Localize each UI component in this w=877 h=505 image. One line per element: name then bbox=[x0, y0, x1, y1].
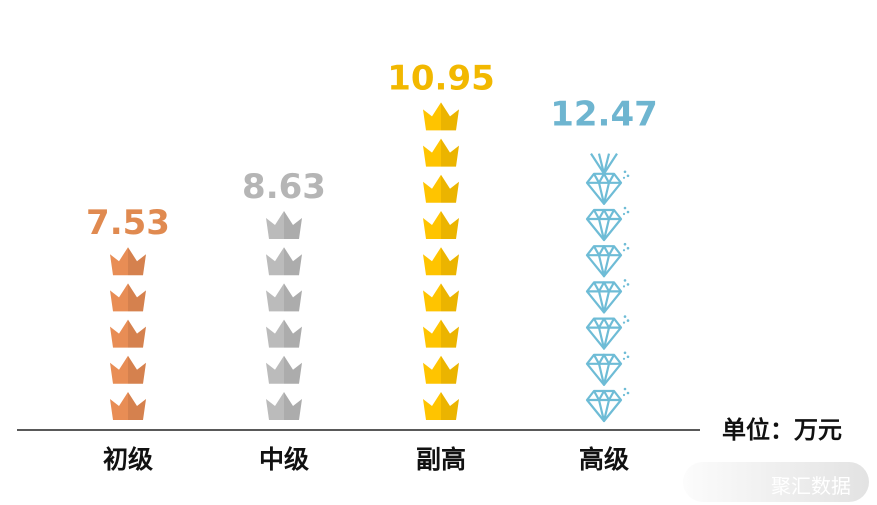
crown-icon-1-5 bbox=[266, 211, 302, 239]
diamond-icon-3-5 bbox=[585, 206, 630, 242]
watermark-text: 聚汇数据 bbox=[771, 474, 851, 498]
crown-icon-2-4 bbox=[423, 247, 459, 276]
crown-icon-2-0 bbox=[423, 392, 459, 420]
value-label-0: 7.53 bbox=[86, 203, 170, 243]
diamond-icon-3-6 bbox=[585, 170, 630, 205]
crown-icon-1-1 bbox=[266, 355, 302, 384]
crown-icon-1-2 bbox=[266, 319, 302, 348]
crown-icon-0-4 bbox=[110, 247, 146, 276]
crown-icon-2-6 bbox=[423, 174, 459, 203]
crown-icon-2-8 bbox=[423, 102, 459, 131]
category-label-1: 中级 bbox=[258, 445, 309, 474]
diamond-icon-3-4 bbox=[585, 242, 630, 278]
category-label-0: 初级 bbox=[102, 445, 153, 474]
diamond-icon-3-3 bbox=[585, 279, 630, 314]
value-label-1: 8.63 bbox=[242, 167, 326, 207]
diamond-icon-3-0 bbox=[585, 387, 630, 423]
crown-icon-0-1 bbox=[110, 355, 146, 384]
crown-icon-1-3 bbox=[266, 283, 302, 312]
category-label-3: 高级 bbox=[578, 445, 629, 474]
crown-icon-0-0 bbox=[110, 392, 146, 420]
crown-icon-0-3 bbox=[110, 283, 146, 312]
value-label-2: 10.95 bbox=[387, 58, 495, 98]
crown-icon-0-2 bbox=[110, 319, 146, 348]
crown-icon-2-7 bbox=[423, 138, 459, 167]
watermark-badge: 聚汇数据 bbox=[683, 462, 869, 502]
value-label-3: 12.47 bbox=[550, 95, 658, 135]
category-label-2: 副高 bbox=[415, 445, 466, 474]
crown-icon-2-2 bbox=[423, 319, 459, 348]
crown-icon-2-1 bbox=[423, 355, 459, 384]
crown-icon-2-5 bbox=[423, 211, 459, 239]
unit-label: 单位：万元 bbox=[722, 416, 842, 444]
crown-icon-2-3 bbox=[423, 283, 459, 312]
diamond-icon-3-2 bbox=[585, 315, 630, 350]
crown-icon-1-0 bbox=[266, 392, 302, 420]
crown-icon-1-4 bbox=[266, 247, 302, 276]
diamond-icon-3-partial bbox=[590, 153, 618, 175]
diamond-icon-3-1 bbox=[585, 351, 630, 386]
